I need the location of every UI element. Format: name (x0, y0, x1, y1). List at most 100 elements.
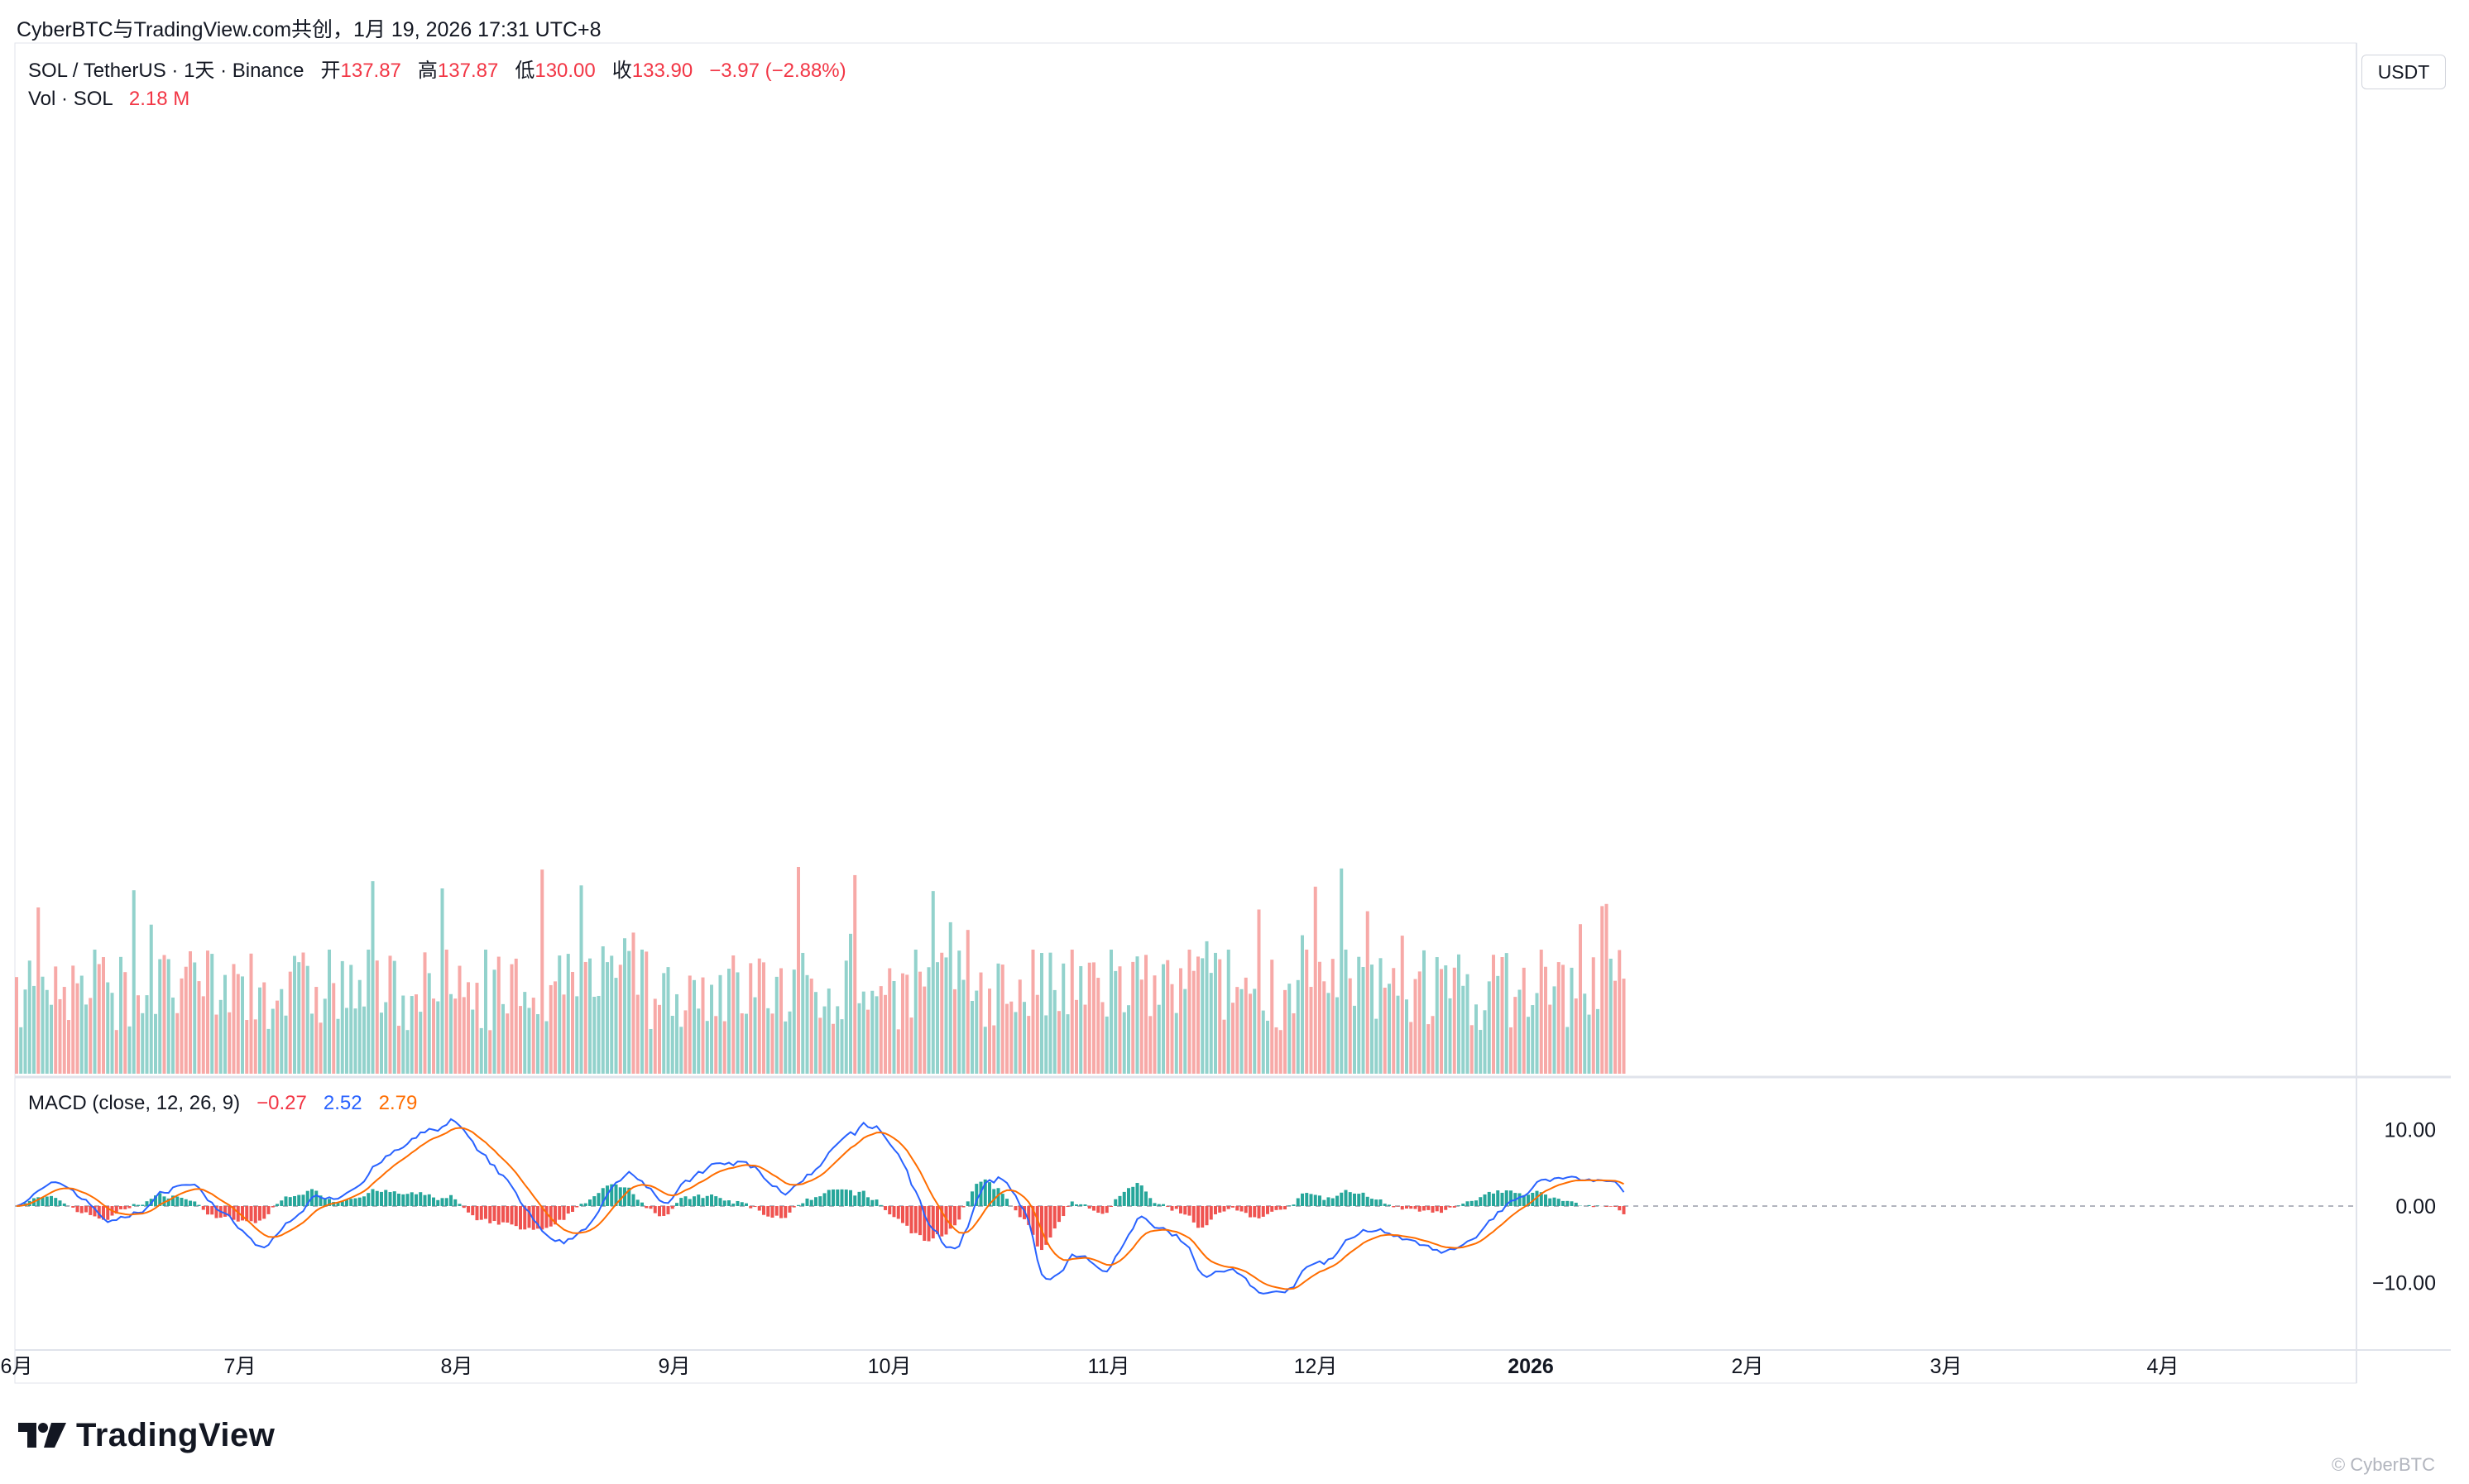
volume-bar (1201, 958, 1205, 1074)
macd-histogram-bar (305, 1190, 309, 1206)
volume-bar (1122, 1012, 1126, 1074)
macd-histogram-bar (137, 1204, 140, 1206)
volume-bar (1583, 993, 1587, 1074)
volume-bar (1400, 936, 1404, 1074)
macd-histogram-bar (171, 1195, 175, 1206)
macd-histogram-bar (158, 1193, 162, 1206)
macd-histogram-bar (1335, 1195, 1339, 1206)
volume-bar (1266, 1020, 1269, 1074)
volume-bar (471, 1009, 475, 1074)
symbol-title[interactable]: SOL / TetherUS · 1天 · Binance (28, 60, 304, 82)
macd-histogram-bar (436, 1199, 440, 1206)
volume-bar (1527, 1017, 1530, 1074)
macd-histogram-bar (1413, 1206, 1417, 1209)
volume-bar (1070, 950, 1074, 1074)
macd-histogram-bar (618, 1187, 622, 1206)
volume-bar (727, 969, 731, 1074)
volume-bar (132, 890, 136, 1074)
macd-histogram-bar (519, 1206, 522, 1230)
volume-bar (15, 977, 18, 1074)
volume-bar (892, 980, 896, 1074)
macd-histogram-bar (245, 1206, 249, 1222)
volume-bar (245, 1020, 249, 1074)
macd-histogram-bar (614, 1184, 618, 1206)
volume-bar (1326, 993, 1330, 1074)
macd-histogram-bar (58, 1200, 62, 1206)
volume-bar (849, 933, 852, 1074)
currency-button[interactable]: USDT (2361, 55, 2446, 89)
macd-histogram-bar (705, 1195, 709, 1206)
macd-histogram-bar (1417, 1206, 1421, 1212)
volume-bar (583, 961, 587, 1074)
macd-histogram-bar (645, 1206, 649, 1209)
low-value: 130.00 (535, 60, 596, 82)
volume-bar (214, 1014, 218, 1074)
volume-bar (1448, 998, 1452, 1074)
macd-histogram-bar (722, 1200, 726, 1206)
volume-bar (1305, 950, 1309, 1074)
volume-bar (1083, 1004, 1087, 1074)
change-value: −3.97 (−2.88%) (709, 60, 846, 82)
macd-histogram-bar (419, 1192, 423, 1206)
volume-bar (988, 989, 991, 1074)
volume-bar (336, 1018, 340, 1074)
volume-bar (1044, 1015, 1048, 1074)
volume-bar (683, 1010, 688, 1074)
volume-bar (1023, 1002, 1026, 1074)
volume-bar (510, 964, 514, 1074)
volume-bar (1483, 1010, 1487, 1074)
volume-bar (119, 956, 122, 1074)
macd-histogram-bar (1278, 1206, 1282, 1210)
macd-histogram-bar (253, 1206, 257, 1223)
volume-bar (1052, 989, 1057, 1074)
volume-bar (901, 973, 904, 1074)
volume-bar (223, 974, 227, 1074)
macd-histogram-bar (1469, 1200, 1474, 1206)
volume-bar (1487, 981, 1491, 1074)
macd-histogram-bar (892, 1206, 896, 1218)
volume-bar (909, 1017, 913, 1074)
macd-histogram-bar (1309, 1194, 1313, 1206)
macd-histogram-bar (1431, 1206, 1435, 1213)
volume-bar (623, 938, 626, 1074)
volume-bar (562, 994, 566, 1074)
volume-bar (349, 965, 353, 1074)
volume-bar (1440, 969, 1443, 1074)
macd-histogram-bar (710, 1194, 713, 1206)
macd-histogram-bar (36, 1197, 41, 1206)
macd-histogram-bar (1283, 1206, 1287, 1210)
macd-histogram-bar (1218, 1206, 1222, 1213)
macd-histogram-bar (284, 1196, 288, 1206)
macd-histogram-bar (1539, 1192, 1543, 1206)
macd-histogram-bar (901, 1206, 904, 1223)
volume-bar (50, 1004, 53, 1074)
volume-bar (1474, 1004, 1478, 1074)
macd-histogram-bar (45, 1196, 49, 1206)
macd-histogram-bar (757, 1206, 761, 1211)
volume-bar (1492, 955, 1495, 1074)
volume-bar (1469, 1025, 1474, 1074)
macd-histogram-bar (1388, 1204, 1391, 1206)
macd-histogram-bar (975, 1184, 979, 1206)
volume-label[interactable]: Vol · SOL (28, 88, 113, 110)
time-tick: 2026 (1508, 1355, 1554, 1378)
macd-histogram-bar (75, 1206, 79, 1213)
macd-histogram-bar (879, 1204, 883, 1206)
volume-bar (701, 977, 705, 1074)
volume-bar (558, 955, 562, 1074)
macd-histogram-bar (166, 1198, 170, 1206)
volume-bar (328, 950, 331, 1074)
macd-histogram-bar (1396, 1206, 1400, 1207)
macd-label[interactable]: MACD (close, 12, 26, 9) (28, 1092, 241, 1114)
volume-bar (718, 974, 722, 1074)
volume-bar (280, 989, 284, 1074)
volume-bar (67, 1020, 70, 1074)
macd-histogram-bar (1448, 1206, 1452, 1208)
macd-histogram-bar (488, 1206, 492, 1223)
macd-histogram-bar (1174, 1206, 1178, 1209)
volume-bar (367, 950, 371, 1074)
volume-bar (809, 979, 813, 1074)
macd-histogram-bar (1587, 1204, 1591, 1206)
macd-histogram-bar (740, 1202, 744, 1206)
